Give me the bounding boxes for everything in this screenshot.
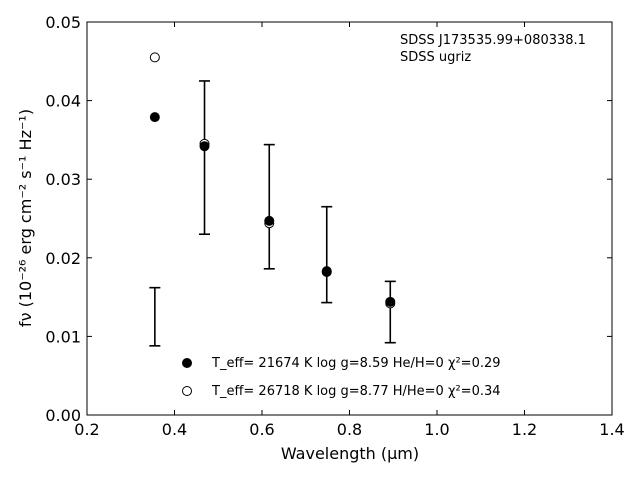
y-tick-label: 0.03 (45, 170, 81, 189)
x-axis-title: Wavelength (μm) (281, 444, 419, 463)
x-tick-label: 0.2 (74, 420, 99, 439)
x-tick-label: 0.8 (337, 420, 362, 439)
x-tick-label: 1.4 (599, 420, 624, 439)
legend: T_eff= 21674 K log g=8.59 He/H=0 χ²=0.29… (182, 356, 501, 399)
error-bar (149, 286, 161, 347)
error-bar (263, 143, 275, 270)
point-filled (149, 112, 160, 123)
legend-marker-open (182, 386, 192, 396)
point-filled (264, 215, 275, 226)
annotation-object-name: SDSS J173535.99+080338.1 (400, 33, 586, 48)
y-tick-label: 0.04 (45, 92, 81, 111)
x-axis-ticks: 0.2 0.4 0.6 0.8 1.0 1.2 1.4 (74, 22, 625, 439)
point-filled (385, 296, 396, 307)
legend-text-1: T_eff= 26718 K log g=8.77 H/He=0 χ²=0.34 (211, 384, 501, 399)
y-tick-label: 0.01 (45, 327, 81, 346)
error-bar (199, 80, 211, 236)
error-bar (321, 205, 333, 304)
y-tick-label: 0.02 (45, 249, 81, 268)
x-tick-label: 1.0 (424, 420, 449, 439)
plot-frame (86, 21, 613, 416)
y-tick-label: 0.00 (45, 406, 81, 425)
y-axis-title: fν (10⁻²⁶ erg cm⁻² s⁻¹ Hz⁻¹) (16, 109, 35, 327)
point-open (149, 52, 160, 63)
x-tick-label: 0.4 (162, 420, 187, 439)
legend-text-0: T_eff= 21674 K log g=8.59 He/H=0 χ²=0.29 (211, 356, 501, 371)
plot-background (87, 22, 612, 415)
x-tick-label: 1.2 (512, 420, 537, 439)
y-tick-label: 0.05 (45, 13, 81, 32)
point-filled (321, 266, 332, 277)
x-tick-label: 0.6 (249, 420, 274, 439)
legend-marker-filled (182, 358, 192, 368)
error-bars (149, 80, 396, 347)
y-axis-ticks: 0.00 0.01 0.02 0.03 0.04 0.05 (45, 13, 612, 425)
point-filled (199, 141, 210, 152)
annotation-filters: SDSS ugriz (400, 50, 471, 65)
error-bar (384, 280, 396, 344)
data-points (149, 52, 396, 309)
